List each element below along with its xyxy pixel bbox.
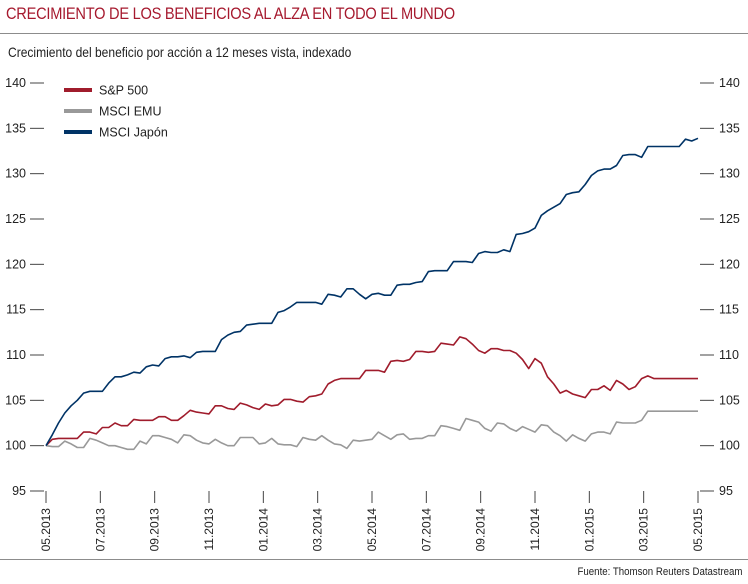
chart-title: CRECIMIENTO DE LOS BENEFICIOS AL ALZA EN… (6, 4, 455, 23)
y-tick-label-right: 105 (719, 393, 740, 407)
right-axis: 95 100 105 110 115 120 125 130 135 140 (700, 76, 740, 498)
x-tick-label: 11.2013 (202, 508, 216, 551)
legend: S&P 500 MSCI EMU MSCI Japón (64, 84, 168, 140)
y-tick-label-left: 105 (5, 393, 26, 407)
series-line-s-p-500 (45, 336, 698, 447)
x-tick-label: 09.2014 (474, 508, 488, 552)
legend-label-s-p-500: S&P 500 (99, 84, 148, 98)
series-line-msci-emu (45, 410, 698, 451)
x-tick-label: 11.2014 (528, 508, 542, 551)
y-tick-label-left: 100 (5, 439, 26, 453)
series-lines (45, 137, 699, 451)
y-tick-label-right: 115 (719, 303, 739, 317)
y-tick-label-left: 140 (5, 76, 26, 90)
series-line-msci-jap-n (45, 137, 699, 447)
x-tick-label: 07.2013 (93, 508, 107, 552)
y-tick-label-right: 125 (719, 212, 740, 226)
x-tick-label: 03.2015 (637, 508, 651, 552)
x-tick-label: 01.2015 (582, 508, 596, 552)
y-tick-label-left: 95 (12, 484, 26, 498)
x-axis: 05.2013 07.2013 09.2013 11.2013 01.2014 03.20… (39, 491, 705, 551)
footer-divider (0, 559, 748, 560)
y-tick-label-left: 120 (5, 257, 26, 271)
y-tick-label-left: 135 (5, 121, 26, 135)
chart-subtitle: Crecimiento del beneficio por acción a 1… (8, 44, 352, 60)
legend-swatch-msci-jap-n (64, 130, 92, 134)
x-tick-label: 05.2015 (691, 508, 705, 552)
y-tick-label-left: 130 (5, 167, 26, 181)
legend-swatch-msci-emu (64, 109, 92, 113)
y-tick-label-right: 135 (719, 121, 740, 135)
legend-swatch-s-p-500 (64, 88, 92, 92)
x-tick-label: 09.2013 (148, 508, 162, 552)
x-tick-label: 07.2014 (419, 508, 433, 552)
x-tick-label: 01.2014 (256, 508, 270, 552)
y-tick-label-right: 130 (719, 167, 740, 181)
y-tick-label-left: 125 (5, 212, 26, 226)
y-tick-label-right: 140 (719, 76, 740, 90)
x-tick-label: 05.2013 (39, 508, 53, 552)
y-tick-label-right: 100 (719, 439, 740, 453)
legend-label-msci-jap-n: MSCI Japón (99, 126, 168, 140)
x-tick-label: 05.2014 (365, 508, 379, 552)
y-tick-label-right: 120 (719, 257, 740, 271)
y-tick-label-left: 110 (6, 348, 26, 362)
left-axis: 95 100 105 110 115 120 125 130 135 140 (5, 76, 44, 498)
y-tick-label-right: 110 (719, 348, 739, 362)
legend-label-msci-emu: MSCI EMU (99, 105, 162, 119)
x-tick-label: 03.2014 (311, 508, 325, 552)
y-tick-label-right: 95 (719, 484, 733, 498)
title-divider (0, 33, 748, 34)
source-note: Fuente: Thomson Reuters Datastream (577, 566, 742, 578)
y-tick-label-left: 115 (6, 303, 26, 317)
